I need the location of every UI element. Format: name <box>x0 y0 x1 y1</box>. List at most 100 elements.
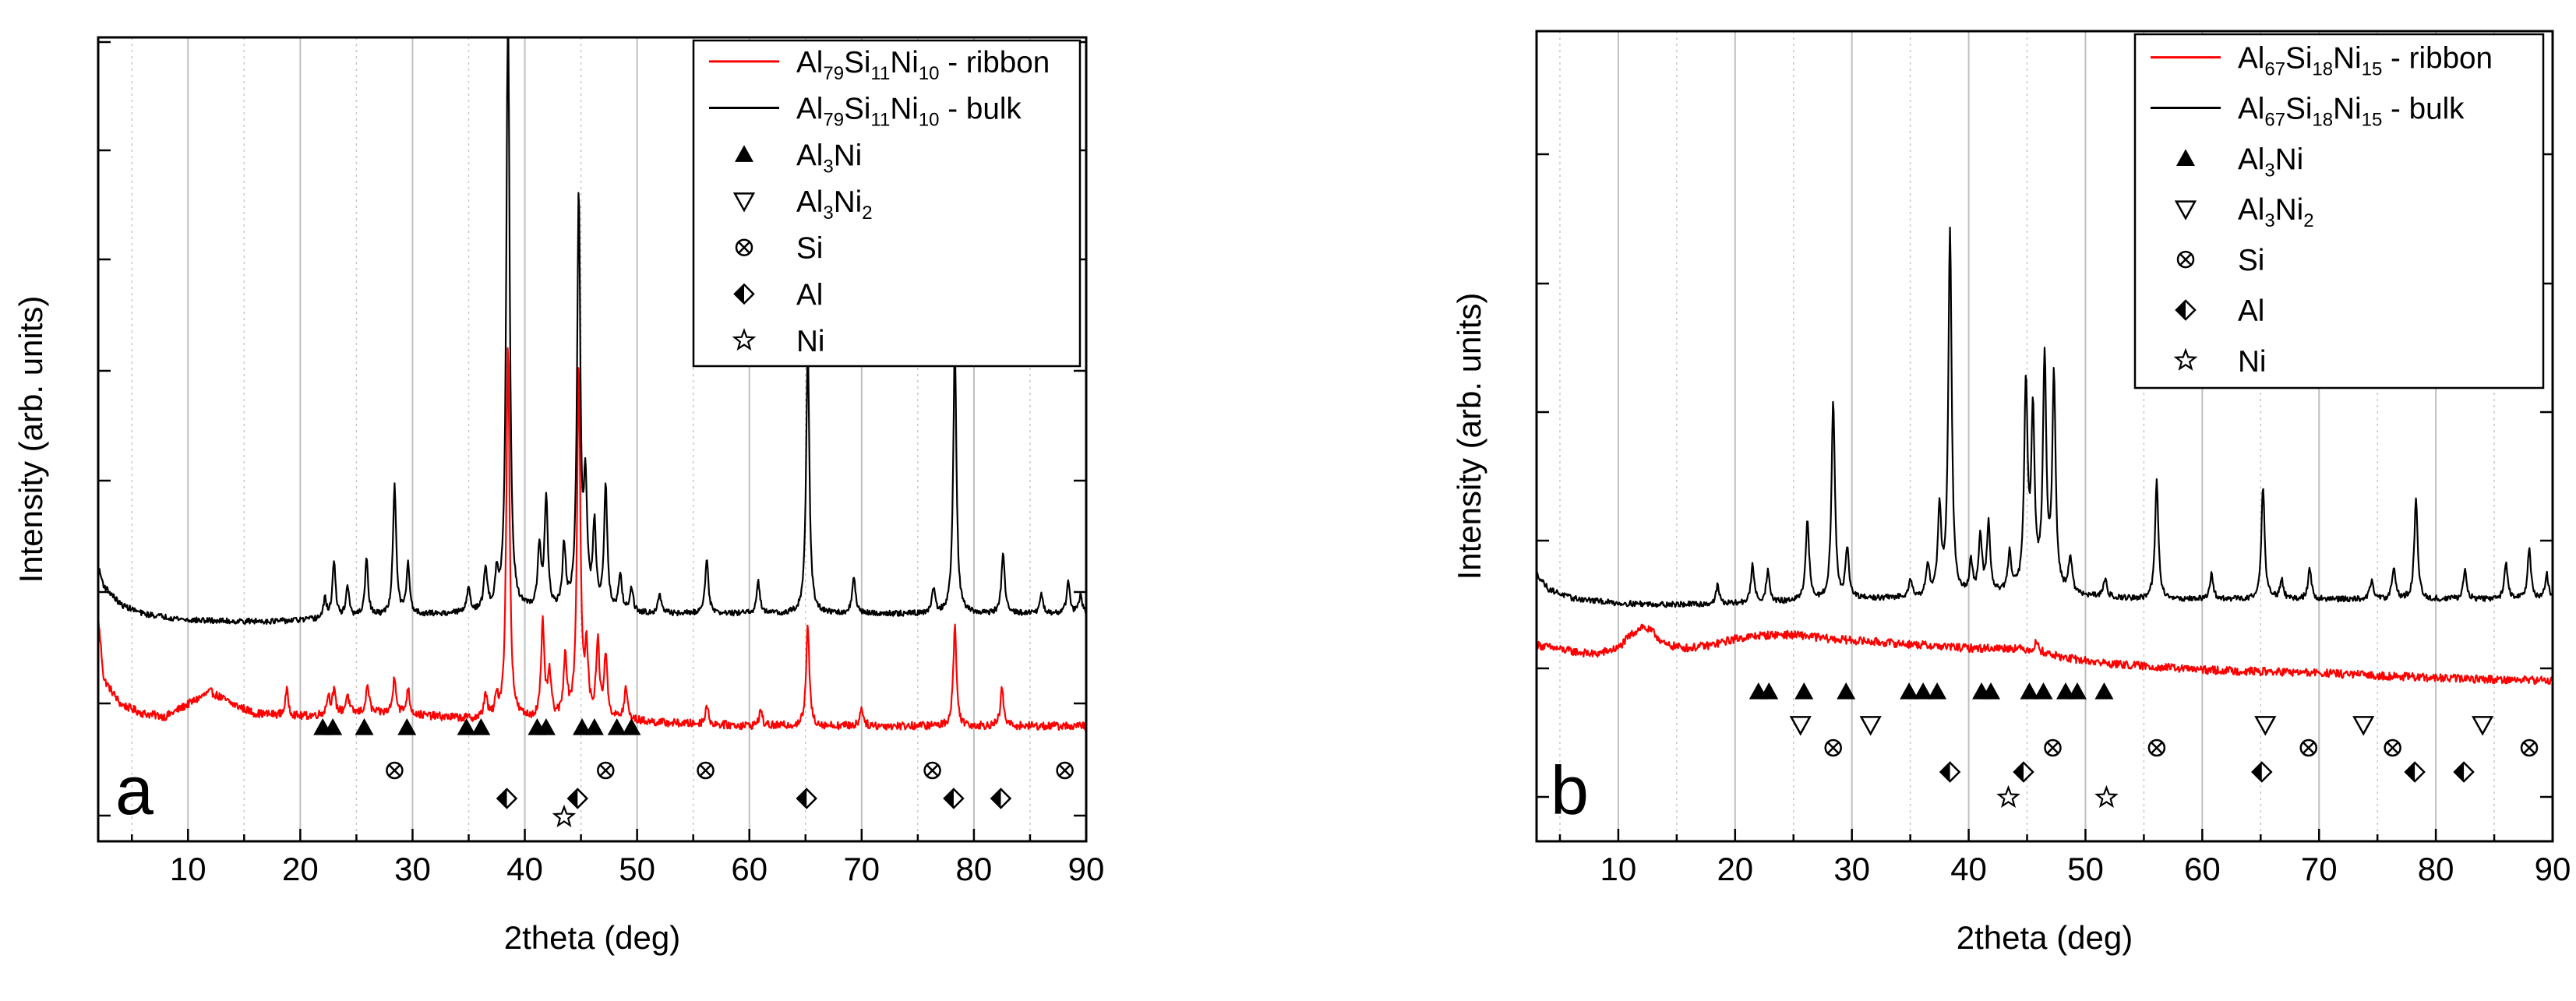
phase-marker-si <box>2299 738 2317 757</box>
phase-marker-ni <box>2094 784 2119 809</box>
phase-marker-si <box>2044 738 2062 757</box>
panel-b-chart: 10 20 30 40 50 60 70 80 90 2theta (deg) Intensity … <box>1451 30 2571 956</box>
legend-entry-label: Al3Ni2 <box>796 185 873 224</box>
x-tick-label: 50 <box>619 851 655 887</box>
phase-marker-al <box>2453 761 2475 783</box>
legend-entry-label: Al67Si18Ni15 - bulk <box>2238 93 2465 131</box>
legend-symbol-si <box>2176 250 2195 269</box>
x-axis-title: 2theta (deg) <box>1957 919 2133 956</box>
x-axis-title: 2theta (deg) <box>504 919 681 956</box>
x-tick-label: 60 <box>2184 851 2221 887</box>
x-tick-label: 30 <box>394 851 431 887</box>
phase-marker-si <box>2147 738 2166 757</box>
phase-marker-al <box>2251 761 2273 783</box>
y-axis <box>1537 30 2553 798</box>
phase-marker-al3ni <box>573 718 592 735</box>
legend-symbol-al <box>733 283 755 305</box>
x-tick-label: 90 <box>2535 851 2571 887</box>
series-line-bulk <box>98 37 1086 625</box>
phase-marker-si <box>386 761 404 780</box>
phase-marker-si <box>2520 738 2539 757</box>
x-tick-label: 10 <box>1600 851 1637 887</box>
spectra <box>98 37 1086 731</box>
phase-marker-al3ni <box>1794 682 1814 700</box>
phase-marker-al <box>990 788 1012 809</box>
phase-marker-al <box>496 788 518 809</box>
phase-marker-si <box>697 761 715 780</box>
legend-entry-label: Al79Si11Ni10 - bulk <box>796 93 1022 131</box>
phase-marker-al3ni <box>2034 682 2053 700</box>
phase-marker-al <box>2013 761 2034 783</box>
x-tick-label: 10 <box>170 851 206 887</box>
phase-marker-si <box>2384 738 2401 757</box>
phase-marker-ni <box>1996 784 2020 809</box>
legend-entry-label: Al <box>2238 294 2264 328</box>
legend-box <box>692 39 1082 368</box>
phase-marker-al3ni <box>2067 682 2087 700</box>
x-axis: 10 20 30 40 50 60 70 80 90 <box>130 829 1105 887</box>
panel-a-chart: 10 20 30 40 50 60 70 80 90 2theta (deg) Intensity … <box>12 36 1105 956</box>
phase-marker-al3ni2 <box>1789 716 1812 736</box>
legend-symbol-si <box>735 238 753 256</box>
phase-marker-al3ni2 <box>2254 716 2277 736</box>
series-line-ribbon <box>1537 623 2553 686</box>
phase-marker-al3ni <box>397 718 417 735</box>
legend-entry-label: Ni <box>2238 345 2266 379</box>
x-axis: 10 20 30 40 50 60 70 80 90 <box>1558 829 2571 887</box>
legend-symbol-al3ni2 <box>732 192 756 213</box>
x-tick-label: 70 <box>2301 851 2338 887</box>
phase-marker-al3ni <box>622 718 641 735</box>
legend-symbol-al3ni <box>2176 149 2195 166</box>
y-axis <box>98 41 1086 817</box>
x-tick-label: 20 <box>1717 851 1753 887</box>
phase-marker-al3ni <box>584 718 604 735</box>
phase-marker-si <box>1824 738 1842 757</box>
phase-marker-al3ni <box>1900 682 1919 700</box>
legend-entry-label: Al79Si11Ni10 - ribbon <box>796 46 1050 84</box>
legend-symbol-ni <box>732 327 757 351</box>
phase-marker-si <box>923 761 941 780</box>
phase-marker-al3ni <box>355 718 374 735</box>
legend-symbol-al3ni <box>735 145 753 162</box>
spectra <box>1537 226 2553 686</box>
phase-marker-si <box>1056 761 1074 780</box>
legend-entry-label: Al <box>796 278 823 312</box>
phase-marker-al3ni <box>607 718 626 735</box>
phase-marker-si <box>597 761 615 780</box>
legend-symbol-ni <box>2173 347 2198 371</box>
phase-marker-al3ni <box>536 718 556 735</box>
legend-entry-label: Al67Si18Ni15 - ribbon <box>2238 42 2493 80</box>
phase-marker-al <box>566 788 589 809</box>
phase-marker-ni <box>552 804 577 828</box>
legend-entry-label: Si <box>2238 244 2264 277</box>
x-tick-label: 20 <box>282 851 319 887</box>
x-tick-label: 90 <box>1068 851 1105 887</box>
panel-label: a <box>115 752 154 829</box>
phase-marker-al3ni <box>323 718 343 735</box>
phase-marker-al3ni <box>1914 682 1933 700</box>
x-tick-label: 70 <box>843 851 880 887</box>
x-tick-label: 50 <box>2067 851 2104 887</box>
x-tick-label: 40 <box>1950 851 1987 887</box>
legend-entry-label: Si <box>796 232 823 266</box>
plot-frame <box>1535 30 2554 843</box>
plot-frame <box>97 36 1088 843</box>
phase-marker-al3ni <box>2020 682 2039 700</box>
phase-marker-al <box>2404 761 2426 783</box>
phase-marker-al3ni2 <box>1859 716 1882 736</box>
legend-symbol-al3ni2 <box>2174 200 2197 220</box>
x-tick-label: 40 <box>506 851 543 887</box>
phase-marker-al3ni <box>457 718 476 735</box>
phase-marker-al3ni <box>1759 682 1779 700</box>
y-axis-title: Intensity (arb. units) <box>1451 293 1487 580</box>
y-axis-title: Intensity (arb. units) <box>12 296 49 583</box>
phase-markers <box>1749 682 2539 809</box>
legend: Al67Si18Ni15 - ribbon Al67Si18Ni15 - bulk… <box>2133 33 2545 389</box>
phase-markers <box>313 718 1074 828</box>
phase-marker-al <box>1939 761 1961 783</box>
phase-marker-al <box>796 788 817 809</box>
phase-marker-al3ni <box>2094 682 2114 700</box>
x-tick-label: 30 <box>1833 851 1870 887</box>
x-tick-label: 80 <box>2418 851 2454 887</box>
